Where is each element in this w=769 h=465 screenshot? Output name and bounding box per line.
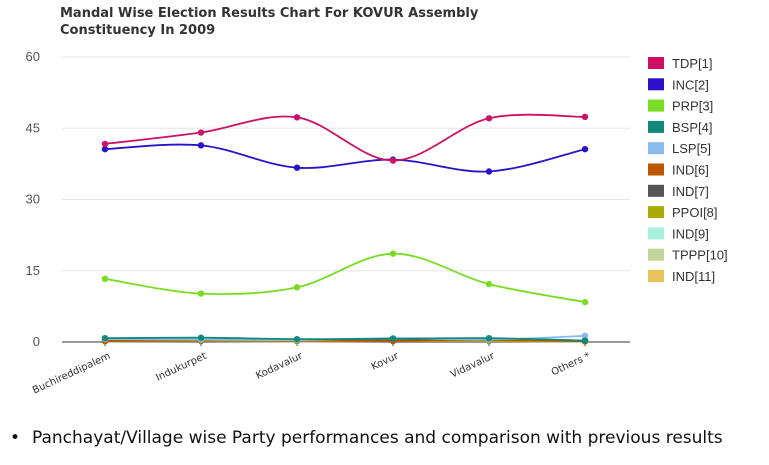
footer-bullet-item: • Panchayat/Village wise Party performanc… (10, 428, 769, 448)
legend-label: INC[2] (672, 77, 709, 92)
x-tick-label: Kodavalur (254, 350, 305, 381)
data-point (485, 335, 493, 342)
x-axis-ticks: Buchireddipalem Indukurpet Kodavalur Kovur V… (31, 342, 592, 396)
legend-label: LSP[5] (672, 141, 711, 156)
data-point (101, 140, 109, 148)
data-point (101, 335, 109, 342)
legend: TDP[1] INC[2] PRP[3] BSP[4] LSP[5] IND[6] IND[… (648, 56, 728, 284)
data-point (101, 275, 109, 283)
series-prp-3 (101, 250, 589, 306)
data-point (581, 298, 589, 306)
y-tick-label: 30 (26, 192, 40, 207)
chart-title-line-2: Constituency In 2009 (60, 23, 215, 38)
y-tick-label: 15 (26, 263, 40, 278)
y-tick-label: 45 (26, 120, 40, 135)
legend-label: BSP[4] (672, 120, 712, 135)
y-axis-ticks: 0 15 30 45 60 (26, 49, 40, 349)
x-tick-label: Kovur (370, 350, 401, 372)
line-chart: Mandal Wise Election Results Chart For K… (26, 6, 728, 396)
data-point (293, 335, 301, 343)
data-point (389, 335, 397, 342)
legend-swatch (648, 184, 664, 197)
data-point (485, 168, 493, 175)
legend-swatch (648, 206, 664, 219)
legend-swatch (648, 142, 664, 155)
legend-swatch (648, 78, 664, 91)
y-tick-label: 60 (26, 49, 40, 64)
legend-label: IND[11] (672, 269, 715, 284)
legend-label: IND[9] (672, 226, 709, 241)
x-tick-label: Vidavalur (449, 350, 497, 380)
data-point (101, 145, 109, 153)
legend-label: PRP[3] (672, 99, 713, 114)
data-point (197, 142, 205, 149)
x-tick-label: Others * (550, 351, 593, 379)
legend-label: PPOI[8] (672, 205, 718, 220)
grid-lines (62, 56, 630, 343)
x-tick-label: Buchireddipalem (31, 351, 112, 397)
footer-text: Panchayat/Village wise Party performance… (32, 428, 723, 448)
legend-label: TDP[1] (672, 56, 712, 71)
legend-swatch (648, 227, 664, 240)
data-point (389, 250, 397, 257)
data-point (485, 115, 493, 122)
series-line (104, 252, 586, 303)
chart-title-line-1: Mandal Wise Election Results Chart For K… (60, 6, 479, 21)
legend-swatch (648, 163, 664, 176)
legend-swatch (648, 270, 664, 282)
x-tick-label: Indukurpet (154, 351, 208, 384)
data-point (581, 145, 589, 153)
series-line (104, 143, 586, 173)
legend-swatch (648, 57, 664, 69)
data-point (485, 280, 493, 288)
legend-swatch (648, 248, 664, 261)
data-point (293, 114, 301, 121)
series-tdp-1 (101, 113, 589, 164)
series-line (104, 113, 586, 162)
data-point (389, 157, 397, 164)
series-inc-2 (101, 142, 589, 175)
legend-label: IND[6] (672, 163, 709, 178)
legend-label: TPPP[10] (672, 248, 728, 263)
series-line (104, 336, 586, 342)
y-tick-label: 0 (33, 334, 40, 349)
data-point (293, 164, 301, 171)
data-point (197, 334, 205, 341)
data-point (581, 332, 589, 340)
legend-swatch (648, 120, 664, 133)
series-lines (101, 113, 589, 345)
legend-label: IND[7] (672, 184, 709, 199)
data-point (197, 129, 205, 136)
data-point (293, 284, 301, 291)
bullet-icon: • (10, 428, 21, 448)
legend-swatch (648, 99, 664, 112)
series-bsp-4 (101, 334, 589, 344)
data-point (581, 113, 589, 121)
data-point (581, 337, 589, 344)
data-point (197, 290, 205, 297)
